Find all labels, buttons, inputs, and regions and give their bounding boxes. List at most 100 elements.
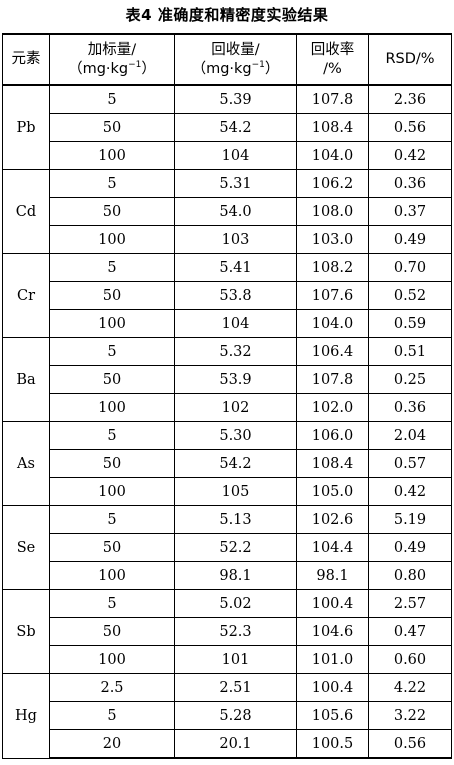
- header-rsd: RSD/%: [368, 33, 452, 86]
- added-cell: 100: [49, 225, 175, 254]
- table-row: 50 52.2 104.4 0.49: [3, 533, 452, 562]
- added-cell: 5: [49, 253, 175, 282]
- found-cell: 54.2: [174, 449, 297, 478]
- element-cell: Ba: [2, 337, 50, 422]
- added-cell: 5: [49, 169, 175, 198]
- table-row: Cr 5 5.41 108.2 0.70: [2, 253, 452, 338]
- recovery-cell: 104.6: [296, 617, 369, 646]
- recovery-cell: 108.2: [296, 253, 369, 282]
- table-row: Pb 5 5.39 107.8 2.36: [2, 84, 452, 170]
- table-row: 20 20.1 100.5 0.56: [3, 729, 452, 759]
- recovery-cell: 108.0: [296, 197, 369, 226]
- header-recovery: 回收率 /%: [296, 33, 369, 86]
- table-row: 50 54.2 108.4 0.56: [3, 113, 452, 142]
- element-cell: Pb: [2, 84, 50, 170]
- found-cell: 104: [174, 141, 297, 170]
- header-added-line1: 加标量/: [87, 41, 137, 58]
- added-cell: 5: [49, 337, 175, 366]
- added-cell: 5: [49, 421, 175, 450]
- recovery-cell: 103.0: [296, 225, 369, 254]
- table-row: 50 54.2 108.4 0.57: [3, 449, 452, 478]
- rsd-cell: 0.56: [368, 113, 452, 142]
- rsd-cell: 0.51: [368, 337, 452, 366]
- rsd-cell: 0.57: [368, 449, 452, 478]
- added-cell: 5: [49, 589, 175, 618]
- rsd-cell: 0.37: [368, 197, 452, 226]
- found-cell: 5.13: [174, 505, 297, 534]
- table-row: Ba 5 5.32 106.4 0.51: [2, 337, 452, 422]
- rsd-cell: 2.36: [368, 84, 452, 114]
- added-cell: 100: [49, 645, 175, 674]
- rsd-cell: 0.25: [368, 365, 452, 394]
- header-element: 元素: [2, 33, 50, 86]
- rsd-cell: 0.80: [368, 561, 452, 590]
- table-body: Pb 5 5.39 107.8 2.36 50 54.2 108.4 0.56 100 104 104…: [2, 84, 452, 759]
- added-cell: 100: [49, 393, 175, 422]
- recovery-cell: 102.0: [296, 393, 369, 422]
- rsd-cell: 0.49: [368, 533, 452, 562]
- table-row: Se 5 5.13 102.6 5.19: [2, 505, 452, 590]
- rsd-cell: 5.19: [368, 505, 452, 534]
- rsd-cell: 0.59: [368, 309, 452, 338]
- recovery-cell: 104.4: [296, 533, 369, 562]
- table-row: 100 101 101.0 0.60: [3, 645, 452, 674]
- rsd-cell: 0.47: [368, 617, 452, 646]
- recovery-cell: 107.8: [296, 365, 369, 394]
- added-cell: 100: [49, 141, 175, 170]
- accuracy-precision-table: 元素 加标量/ （mg·kg−1） 回收量/ （mg·kg−1） 回收率 /% …: [2, 33, 452, 759]
- added-cell: 100: [49, 309, 175, 338]
- added-cell: 100: [49, 477, 175, 506]
- found-cell: 5.41: [174, 253, 297, 282]
- table-row: 50 53.8 107.6 0.52: [3, 281, 452, 310]
- header-found: 回收量/ （mg·kg−1）: [174, 33, 297, 86]
- added-cell: 100: [49, 561, 175, 590]
- found-cell: 5.39: [174, 84, 297, 114]
- found-cell: 53.8: [174, 281, 297, 310]
- found-cell: 101: [174, 645, 297, 674]
- recovery-cell: 106.2: [296, 169, 369, 198]
- rsd-cell: 0.52: [368, 281, 452, 310]
- added-cell: 50: [49, 197, 175, 226]
- recovery-cell: 108.4: [296, 449, 369, 478]
- recovery-cell: 108.4: [296, 113, 369, 142]
- table-row: 50 52.3 104.6 0.47: [3, 617, 452, 646]
- header-added: 加标量/ （mg·kg−1）: [49, 33, 175, 86]
- added-cell: 5: [49, 505, 175, 534]
- header-added-unit: （mg·kg−1）: [68, 59, 156, 77]
- found-cell: 104: [174, 309, 297, 338]
- found-cell: 105: [174, 477, 297, 506]
- added-cell: 5: [49, 701, 175, 730]
- recovery-cell: 106.4: [296, 337, 369, 366]
- rsd-cell: 0.42: [368, 477, 452, 506]
- table-row: 5 5.28 105.6 3.22: [3, 701, 452, 730]
- recovery-cell: 102.6: [296, 505, 369, 534]
- element-cell: Hg: [2, 673, 50, 759]
- rsd-cell: 0.56: [368, 729, 452, 759]
- recovery-cell: 105.6: [296, 701, 369, 730]
- table-row: 100 104 104.0 0.42: [3, 141, 452, 170]
- recovery-cell: 100.4: [296, 673, 369, 702]
- added-cell: 50: [49, 533, 175, 562]
- table-header: 元素 加标量/ （mg·kg−1） 回收量/ （mg·kg−1） 回收率 /% …: [2, 33, 452, 86]
- table-row: 50 54.0 108.0 0.37: [3, 197, 452, 226]
- found-cell: 54.2: [174, 113, 297, 142]
- rsd-cell: 0.60: [368, 645, 452, 674]
- recovery-cell: 100.5: [296, 729, 369, 759]
- found-cell: 52.3: [174, 617, 297, 646]
- recovery-cell: 107.8: [296, 84, 369, 114]
- header-found-line1: 回收量/: [211, 41, 260, 58]
- found-cell: 53.9: [174, 365, 297, 394]
- table-row: As 5 5.30 106.0 2.04: [2, 421, 452, 506]
- found-cell: 5.32: [174, 337, 297, 366]
- recovery-cell: 106.0: [296, 421, 369, 450]
- table-row: 100 102 102.0 0.36: [3, 393, 452, 422]
- added-cell: 50: [49, 365, 175, 394]
- found-cell: 102: [174, 393, 297, 422]
- table-row: 50 53.9 107.8 0.25: [3, 365, 452, 394]
- element-cell: As: [2, 421, 50, 506]
- table-row: Cd 5 5.31 106.2 0.36: [2, 169, 452, 254]
- header-rsd-label: RSD/%: [385, 51, 435, 67]
- table-row: 100 98.1 98.1 0.80: [3, 561, 452, 590]
- header-recovery-line1: 回收率: [310, 41, 355, 58]
- recovery-cell: 107.6: [296, 281, 369, 310]
